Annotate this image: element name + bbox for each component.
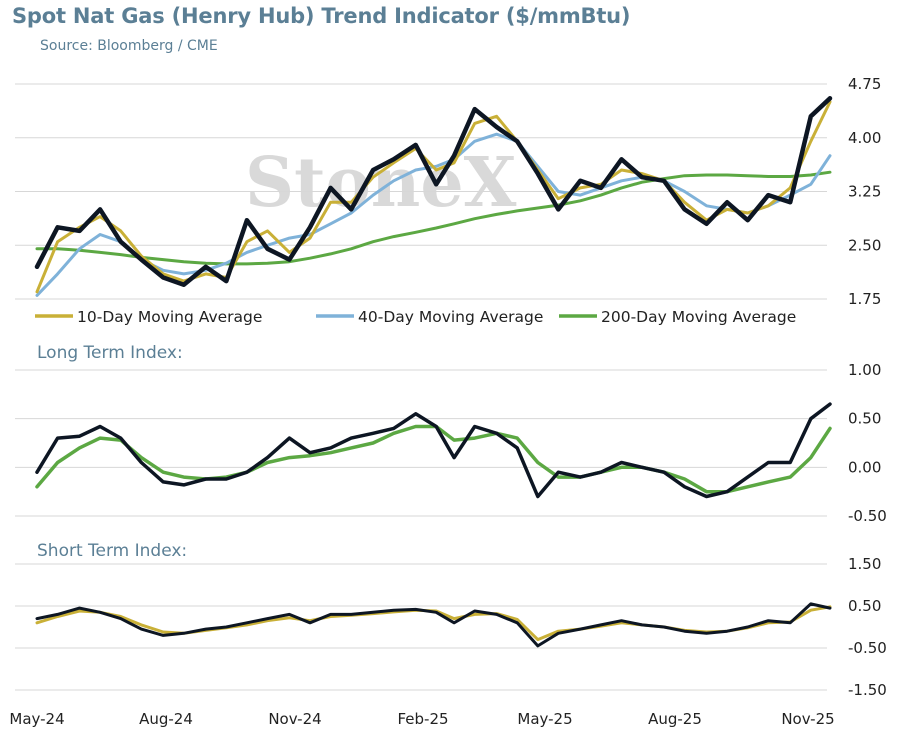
chart-subtitle: Source: Bloomberg / CME	[40, 38, 218, 54]
panel-title: Short Term Index:	[37, 541, 187, 561]
y-tick-label: -0.50	[848, 639, 887, 657]
x-tick-label: May-25	[517, 710, 572, 728]
x-tick-label: Nov-24	[268, 710, 321, 728]
x-tick-label: Nov-25	[781, 710, 834, 728]
series-line-0	[35, 402, 832, 499]
x-tick-label: Aug-24	[139, 710, 193, 728]
legend-item: 40-Day Moving Average	[316, 308, 543, 326]
series-line-1	[35, 424, 832, 494]
legend-item: 10-Day Moving Average	[35, 308, 262, 326]
x-tick-label: Feb-25	[397, 710, 448, 728]
y-tick-label: -1.50	[848, 681, 887, 699]
legend: 10-Day Moving Average 40-Day Moving Avera…	[35, 308, 796, 326]
watermark-text: StoneX	[245, 143, 517, 223]
legend-item: 200-Day Moving Average	[559, 308, 796, 326]
y-tick-label: 1.75	[848, 290, 881, 308]
y-tick-label: 0.00	[848, 458, 881, 476]
y-tick-label: 0.50	[848, 410, 881, 428]
x-tick-label: May-24	[9, 710, 64, 728]
y-tick-label: 3.25	[848, 183, 881, 201]
series-line-1	[35, 100, 832, 294]
series-line-2	[35, 132, 832, 297]
series-line-0	[34, 96, 833, 287]
series-line-3	[35, 170, 832, 266]
panel-title: Long Term Index:	[37, 343, 183, 363]
y-tick-label: 4.75	[848, 75, 881, 93]
panel-1: -0.50 0.00 0.50 1.00 Long Term Index:	[15, 343, 887, 525]
y-tick-label: 2.50	[848, 236, 881, 254]
y-tick-label: 1.00	[848, 361, 881, 379]
legend-label: 200-Day Moving Average	[601, 308, 796, 326]
series-line-0	[35, 602, 832, 648]
y-tick-label: 4.00	[848, 129, 881, 147]
x-tick-label: Aug-25	[648, 710, 702, 728]
legend-label: 40-Day Moving Average	[358, 308, 543, 326]
chart-panels: 1.75 2.50 3.25 4.00 4.75 -0.50 0.00 0.50 1.00 Lon…	[15, 75, 887, 699]
legend-label: 10-Day Moving Average	[77, 308, 262, 326]
y-tick-label: 1.50	[848, 555, 881, 573]
chart-title: Spot Nat Gas (Henry Hub) Trend Indicator…	[12, 4, 631, 28]
y-tick-label: -0.50	[848, 507, 887, 525]
panel-0: 1.75 2.50 3.25 4.00 4.75	[15, 75, 881, 308]
y-tick-label: 0.50	[848, 597, 881, 615]
x-axis: May-24 Aug-24 Nov-24 Feb-25 May-25 Aug-25 Nov-…	[9, 710, 834, 728]
panel-2: -1.50 -0.50 0.50 1.50 Short Term Index:	[15, 541, 887, 699]
